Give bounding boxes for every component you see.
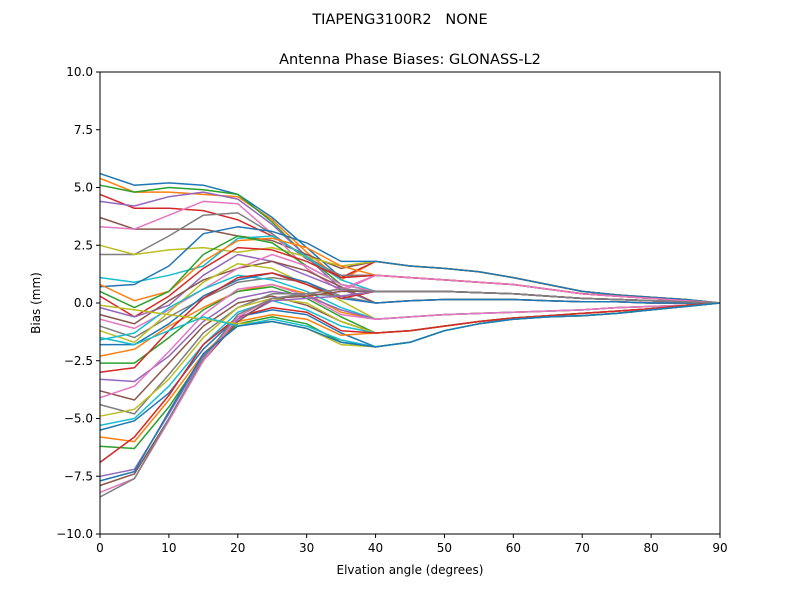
series-line-6 — [99, 216, 721, 304]
x-tick-label: 50 — [437, 541, 452, 555]
x-tick-label: 80 — [643, 541, 658, 555]
x-tick-label: 90 — [712, 541, 727, 555]
series-line-21 — [100, 272, 720, 346]
series-line-7 — [99, 200, 721, 304]
x-tick-label: 40 — [368, 541, 383, 555]
x-tick-label: 10 — [161, 541, 176, 555]
series-line-8 — [100, 212, 721, 304]
y-tick-label: −7.5 — [64, 469, 93, 483]
x-tick-label: 0 — [96, 541, 104, 555]
series-line-37 — [99, 274, 721, 494]
axes-frame — [99, 71, 721, 535]
x-axis: 0 10 20 30 40 50 60 70 80 90 — [96, 534, 728, 555]
y-tick-label: −10.0 — [56, 527, 93, 541]
x-tick-label: 70 — [575, 541, 590, 555]
y-tick-label: 10.0 — [66, 65, 93, 79]
x-axis-label: Elvation angle (degrees) — [337, 563, 484, 577]
y-tick-label: 0.0 — [74, 296, 93, 310]
plot-lines — [99, 172, 721, 498]
series-line-14 — [99, 246, 721, 318]
y-tick-label: 5.0 — [74, 181, 93, 195]
series-line-27 — [99, 283, 721, 399]
x-tick-label: 20 — [230, 541, 245, 555]
chart-suptitle: TIAPENG3100R2 NONE — [311, 12, 487, 28]
y-axis-label: Bias (mm) — [29, 272, 43, 334]
series-line-34 — [99, 302, 721, 464]
y-tick-label: 2.5 — [74, 238, 93, 252]
series-line-41 — [99, 302, 721, 482]
x-tick-label: 30 — [299, 541, 314, 555]
chart-title: Antenna Phase Biases: GLONASS-L2 — [279, 52, 541, 68]
y-tick-label: −5.0 — [64, 412, 93, 426]
y-tick-label: −2.5 — [64, 354, 93, 368]
y-axis: −10.0 −7.5 −5.0 −2.5 0.0 2.5 5.0 7.5 10.0 — [56, 65, 100, 541]
x-tick-label: 60 — [506, 541, 521, 555]
y-tick-label: 7.5 — [74, 123, 93, 137]
series-line-38 — [99, 288, 721, 498]
series-line-11 — [99, 226, 721, 304]
